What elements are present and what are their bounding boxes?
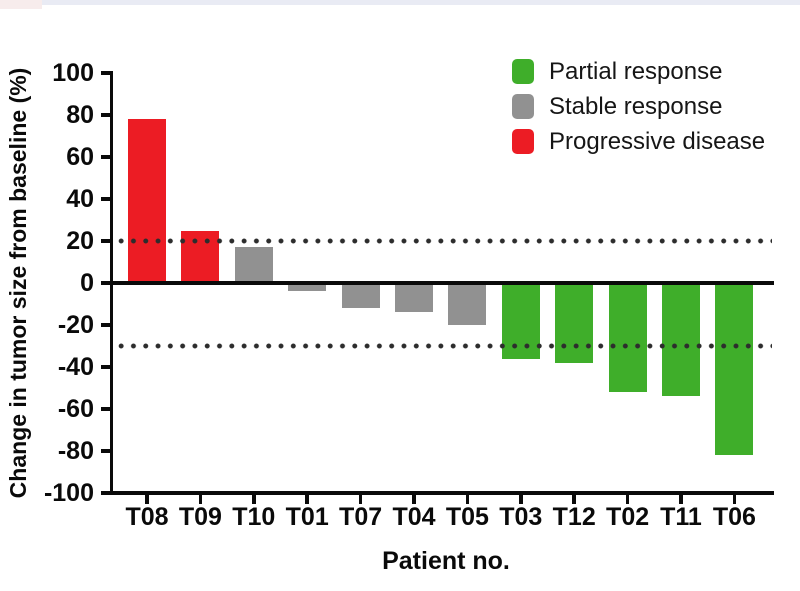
x-tick-label-T05: T05	[445, 503, 489, 531]
reference-line-minus30	[115, 343, 772, 349]
y-tick-label-60: 60	[66, 142, 94, 171]
legend-label-stable: Stable response	[549, 93, 723, 120]
bar-T08	[128, 119, 166, 283]
x-tick-T05	[465, 493, 470, 504]
x-tick-label-T07: T07	[339, 503, 383, 531]
y-tick--20	[101, 323, 113, 327]
x-tick-label-T04: T04	[392, 503, 436, 531]
bar-T04	[395, 283, 433, 313]
x-tick-T02	[625, 493, 630, 504]
top-strip-lavender	[42, 0, 800, 5]
x-tick-label-T09: T09	[178, 503, 222, 531]
x-tick-label-T11: T11	[660, 503, 702, 531]
y-tick-label--40: -40	[57, 352, 94, 381]
zero-baseline	[113, 281, 774, 285]
y-tick-60	[101, 155, 113, 159]
x-tick-label-T03: T03	[499, 503, 543, 531]
reference-line-plus20	[115, 238, 772, 244]
y-tick--60	[101, 407, 113, 411]
bar-T10	[234, 247, 273, 283]
legend-label-progressive: Progressive disease	[549, 128, 766, 155]
x-tick-T07	[358, 493, 363, 504]
x-tick-label-T08: T08	[125, 503, 169, 531]
x-tick-label-T06: T06	[712, 503, 756, 531]
x-tick-T08	[145, 493, 149, 504]
bar-T05	[448, 283, 487, 325]
bar-T01	[288, 283, 327, 292]
x-tick-T12	[572, 493, 576, 504]
x-tick-label-T01: T01	[285, 503, 329, 531]
y-tick-0	[101, 281, 113, 285]
y-tick-label--20: -20	[57, 310, 94, 339]
y-tick-label--100: -100	[43, 478, 94, 507]
y-tick-80	[101, 113, 113, 117]
legend-swatch-progressive	[512, 129, 534, 154]
y-tick-20	[101, 239, 113, 243]
x-tick-T01	[305, 493, 309, 504]
x-tick-T11	[679, 493, 683, 504]
y-tick-label-80: 80	[66, 100, 94, 129]
legend-swatch-stable	[512, 94, 534, 119]
y-tick--40	[101, 365, 113, 369]
x-tick-T10	[252, 493, 256, 504]
x-tick-label-T02: T02	[606, 503, 650, 531]
y-tick-100	[101, 71, 113, 75]
x-tick-T06	[732, 493, 737, 504]
x-axis-line	[113, 491, 774, 495]
x-tick-T03	[519, 493, 523, 504]
bar-T07	[341, 283, 380, 309]
x-axis-title: Patient no.	[382, 547, 510, 575]
x-tick-T04	[412, 493, 416, 504]
bar-T02	[608, 283, 647, 393]
bar-T12	[555, 283, 594, 363]
bar-T11	[662, 283, 700, 397]
legend-swatch-partial	[512, 59, 534, 84]
x-tick-T09	[198, 493, 203, 504]
y-tick-label--80: -80	[57, 436, 94, 465]
y-tick-label-40: 40	[66, 184, 94, 213]
y-tick--100	[101, 491, 113, 495]
x-tick-label-T12: T12	[552, 503, 596, 531]
top-strip-pink	[0, 0, 42, 9]
x-tick-label-T10: T10	[232, 503, 276, 531]
y-tick-40	[101, 197, 113, 201]
y-axis-title: Change in tumor size from baseline (%)	[5, 67, 31, 499]
y-tick-label-20: 20	[66, 226, 94, 255]
legend-label-partial: Partial response	[549, 58, 723, 85]
y-tick-label-0: 0	[80, 268, 94, 297]
bar-T06	[715, 283, 754, 456]
y-tick--80	[101, 449, 113, 453]
y-tick-label-100: 100	[52, 58, 94, 87]
y-tick-label--60: -60	[57, 394, 94, 423]
